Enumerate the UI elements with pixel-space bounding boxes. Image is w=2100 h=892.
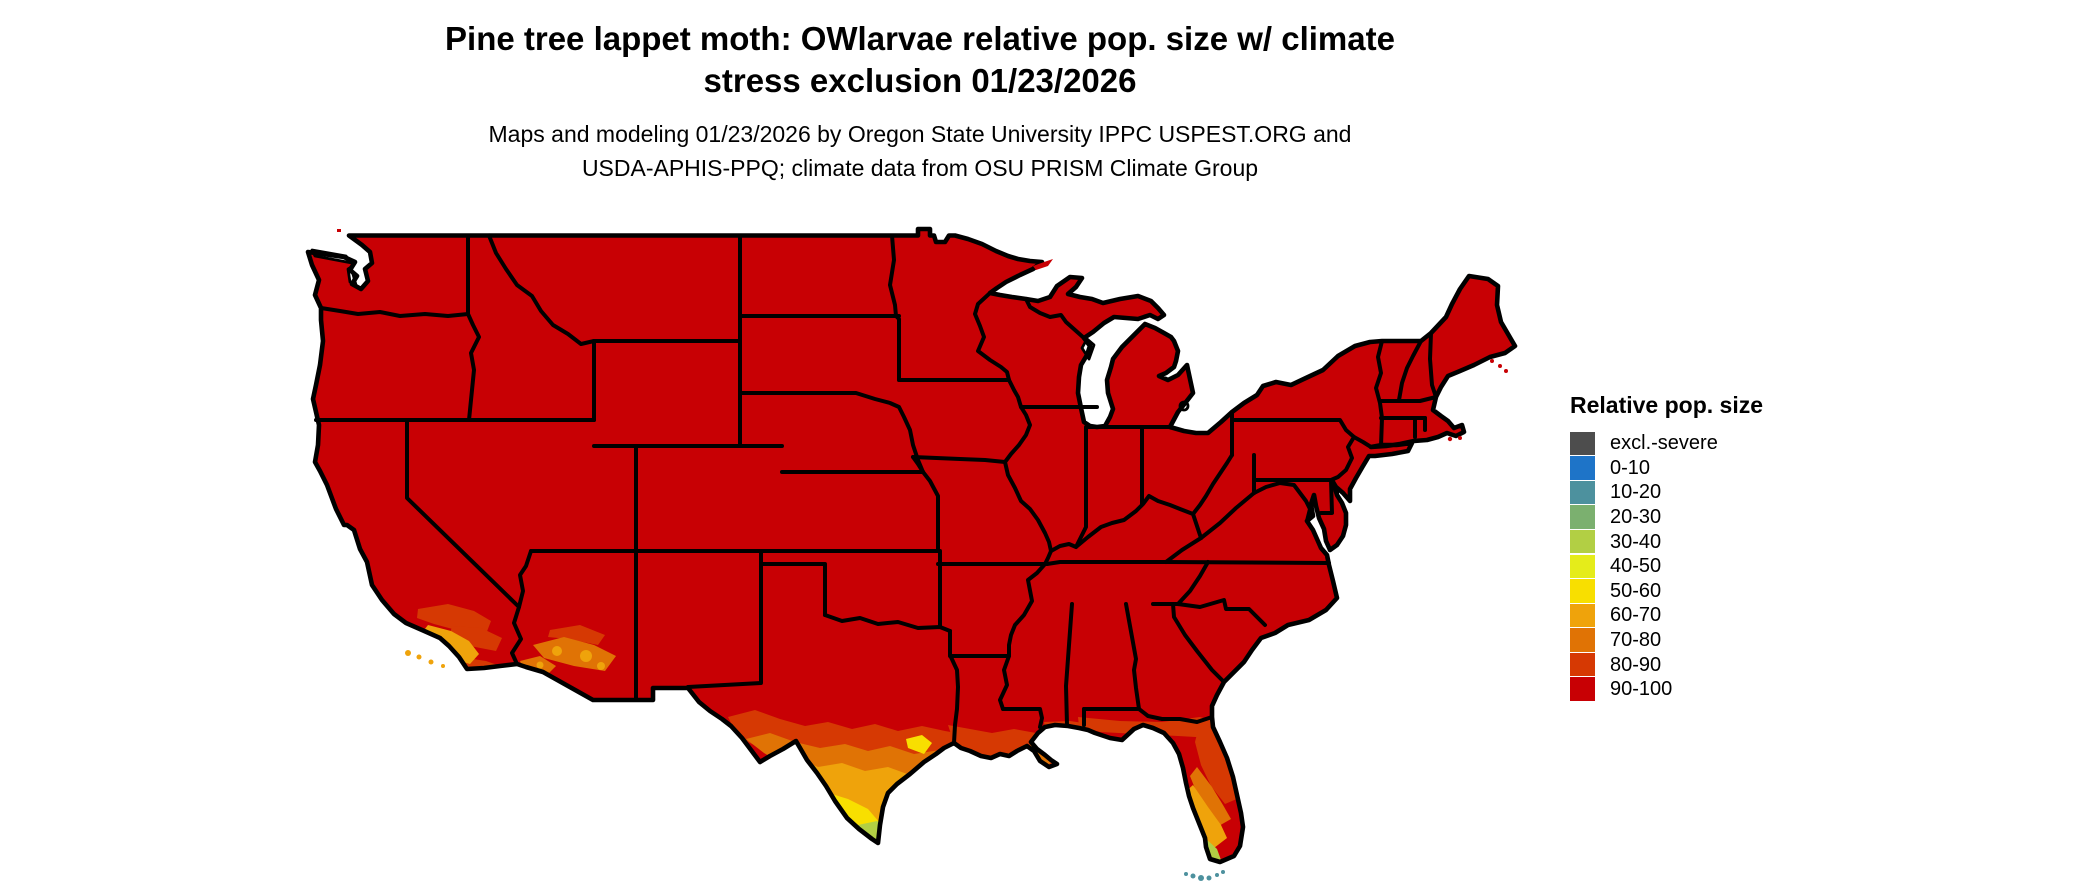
legend-swatch [1570, 677, 1595, 701]
legend-swatch [1570, 652, 1595, 677]
map-header: Pine tree lappet moth: OWlarvae relative… [250, 18, 1590, 185]
legend-item-0-10: 0-10 [1570, 456, 1830, 481]
us-choropleth-map [300, 225, 1540, 881]
legend-title: Relative pop. size [1570, 392, 1764, 418]
page-subtitle: Maps and modeling 01/23/2026 by Oregon S… [488, 121, 1352, 181]
legend-swatch [1570, 579, 1595, 603]
legend-label: excl.-severe [1610, 432, 1718, 455]
legend-item-60-70: 60-70 [1570, 603, 1830, 628]
state-borders [314, 233, 1438, 745]
legend-swatch [1570, 554, 1595, 579]
legend-item-30-40: 30-40 [1570, 529, 1830, 554]
legend-item-10-20: 10-20 [1570, 480, 1830, 505]
legend-item-20-30: 20-30 [1570, 505, 1830, 530]
legend-swatch [1570, 603, 1595, 628]
legend-swatch [1570, 431, 1595, 456]
legend-label: 60-70 [1610, 604, 1662, 627]
legend-label: 70-80 [1610, 629, 1662, 652]
legend-item-70-80: 70-80 [1570, 628, 1830, 653]
isle-royale-island [1033, 259, 1053, 270]
channel-islands [405, 650, 445, 668]
legend-label: 50-60 [1610, 579, 1662, 602]
legend-swatch [1570, 456, 1595, 480]
map-legend: Relative pop. size excl.-severe 0-10 10-20… [1570, 392, 1830, 702]
legend-swatch [1570, 480, 1595, 505]
legend-item-90-100: 90-100 [1570, 677, 1830, 702]
page-title: Pine tree lappet moth: OWlarvae relative… [445, 20, 1395, 100]
legend-label: 10-20 [1610, 481, 1662, 504]
florida-keys-dots [1184, 870, 1225, 881]
legend-item-80-90: 80-90 [1570, 652, 1830, 677]
legend-label: 0-10 [1610, 456, 1651, 479]
legend-label: 30-40 [1610, 530, 1662, 553]
legend-item-excl.-severe: excl.-severe [1570, 431, 1830, 456]
legend-label: 40-50 [1610, 555, 1662, 578]
map-container [300, 225, 1540, 885]
legend-label: 90-100 [1610, 678, 1673, 701]
legend-items: excl.-severe 0-10 10-20 20-30 30-40 40-50 50-6… [1570, 431, 1830, 702]
legend-label: 80-90 [1610, 653, 1662, 676]
islands-and-specks [337, 229, 1508, 881]
legend-item-50-60: 50-60 [1570, 579, 1830, 604]
legend-label: 20-30 [1610, 506, 1662, 529]
legend-swatch [1570, 628, 1595, 652]
legend-swatch [1570, 505, 1595, 529]
legend-item-40-50: 40-50 [1570, 554, 1830, 579]
border-speck [337, 229, 341, 232]
legend-swatch [1570, 529, 1595, 554]
